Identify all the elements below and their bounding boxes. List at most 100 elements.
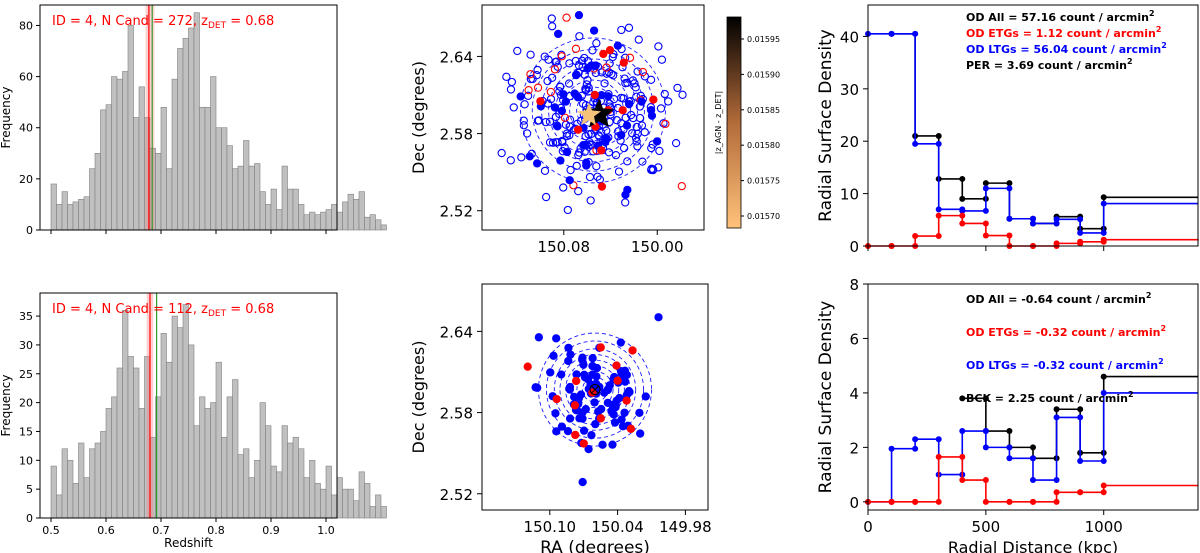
series-point [1100, 489, 1107, 496]
series-point [982, 444, 989, 451]
histogram-bar [133, 367, 140, 519]
y-tick-label: 6 [849, 330, 859, 348]
histogram-annotation: ID = 4, N Cand = 112, zDET = 0.68 [52, 302, 274, 319]
histogram-bar [215, 361, 222, 519]
y-tick-label: 10 [19, 454, 33, 467]
annotation-subscript: DET [208, 21, 227, 31]
series-point [1100, 238, 1107, 245]
galaxy-filled [591, 419, 600, 429]
colorbar-tick-label: 0.01590 [747, 70, 780, 79]
series-point [888, 445, 895, 452]
y-tick-label: 20 [19, 173, 33, 186]
series-point [935, 132, 942, 139]
galaxy-filled [597, 146, 606, 155]
series-point [982, 207, 989, 214]
histogram-bar [353, 500, 360, 519]
histogram-bar [358, 191, 365, 231]
galaxy-open [563, 205, 572, 215]
galaxy-filled [584, 444, 593, 454]
series-point [888, 498, 895, 505]
galaxy-open [608, 52, 617, 62]
galaxy-open [545, 117, 555, 126]
histogram-bar [342, 488, 349, 519]
histogram-bar [138, 86, 145, 231]
histogram-frame [39, 4, 338, 231]
series-point [1030, 215, 1036, 222]
galaxy-open [540, 166, 550, 176]
galaxy-open [562, 129, 572, 138]
histogram-bar [380, 506, 387, 519]
galaxy-filled [570, 392, 579, 402]
histogram-bar [347, 488, 354, 519]
series-point [959, 428, 966, 435]
galaxy-open [565, 115, 575, 124]
series-point [1030, 444, 1036, 451]
histogram-bar [309, 460, 316, 519]
legend-text: OD LTGs = 56.04 count / arcmin [966, 43, 1161, 56]
series-point [982, 185, 989, 192]
series-point [888, 30, 895, 37]
y-tick-label: 40 [840, 28, 859, 46]
galaxy-filled [546, 368, 555, 377]
galaxy-open [547, 14, 556, 23]
galaxy-open [619, 143, 629, 153]
galaxy-filled [635, 408, 644, 418]
histogram-bar [347, 193, 354, 231]
galaxy-open [519, 116, 528, 125]
legend-text: BCK = 2.25 count / arcmin [966, 392, 1128, 405]
legend-superscript: 2 [1158, 357, 1164, 366]
galaxy-filled [578, 477, 587, 487]
x-tick-label: 500 [972, 518, 1001, 536]
histogram-bar [353, 199, 360, 231]
histogram-bar [160, 106, 167, 231]
galaxy-open [564, 79, 574, 88]
galaxy-open [506, 156, 515, 165]
legend-superscript: 2 [1149, 9, 1155, 18]
sky-map-panel [477, 313, 686, 515]
histogram-bar [215, 127, 222, 231]
series-line-ltgs [868, 392, 1198, 503]
histogram-bar [193, 12, 200, 231]
series-point [1006, 428, 1013, 435]
y-tick-label: 0 [849, 238, 859, 256]
series-point [912, 233, 919, 240]
galaxy-open [620, 74, 629, 83]
histogram-bar [166, 361, 173, 519]
galaxy-filled [598, 440, 607, 449]
galaxy-open [520, 100, 529, 109]
center-star [577, 102, 601, 126]
histogram-bar [292, 436, 299, 519]
galaxy-filled [652, 137, 662, 146]
histogram-bar [160, 333, 167, 519]
histogram-bar [314, 214, 321, 231]
series-point [959, 453, 966, 460]
histogram-bar [83, 196, 90, 231]
series-point [982, 180, 989, 187]
galaxy-filled [570, 401, 580, 410]
legend-text: OD ETGs = -0.32 count / arcmin [966, 326, 1160, 339]
galaxy-open [528, 74, 537, 84]
galaxy-filled [641, 392, 650, 401]
histogram-bar [298, 448, 305, 519]
galaxy-open [586, 196, 595, 205]
galaxy-filled [587, 431, 596, 440]
series-point [959, 212, 966, 219]
histogram-bar [364, 483, 371, 519]
galaxy-open [588, 46, 597, 55]
galaxy-filled [536, 97, 545, 106]
y-tick-label: 2.52 [440, 486, 473, 504]
annotation-tail: = 0.68 [226, 14, 274, 29]
series-point [1053, 216, 1060, 223]
histogram-bar [133, 117, 140, 231]
histogram-bar [89, 168, 96, 231]
galaxy-filled [592, 363, 602, 373]
galaxy-open [628, 76, 638, 85]
galaxy-filled [613, 376, 622, 385]
galaxy-open [647, 165, 656, 175]
histogram-bar [254, 460, 261, 519]
histogram-bar [369, 214, 376, 231]
histogram-bar [287, 442, 294, 519]
galaxy-open [533, 65, 542, 75]
galaxy-filled [620, 408, 629, 417]
galaxy-open [633, 67, 642, 76]
